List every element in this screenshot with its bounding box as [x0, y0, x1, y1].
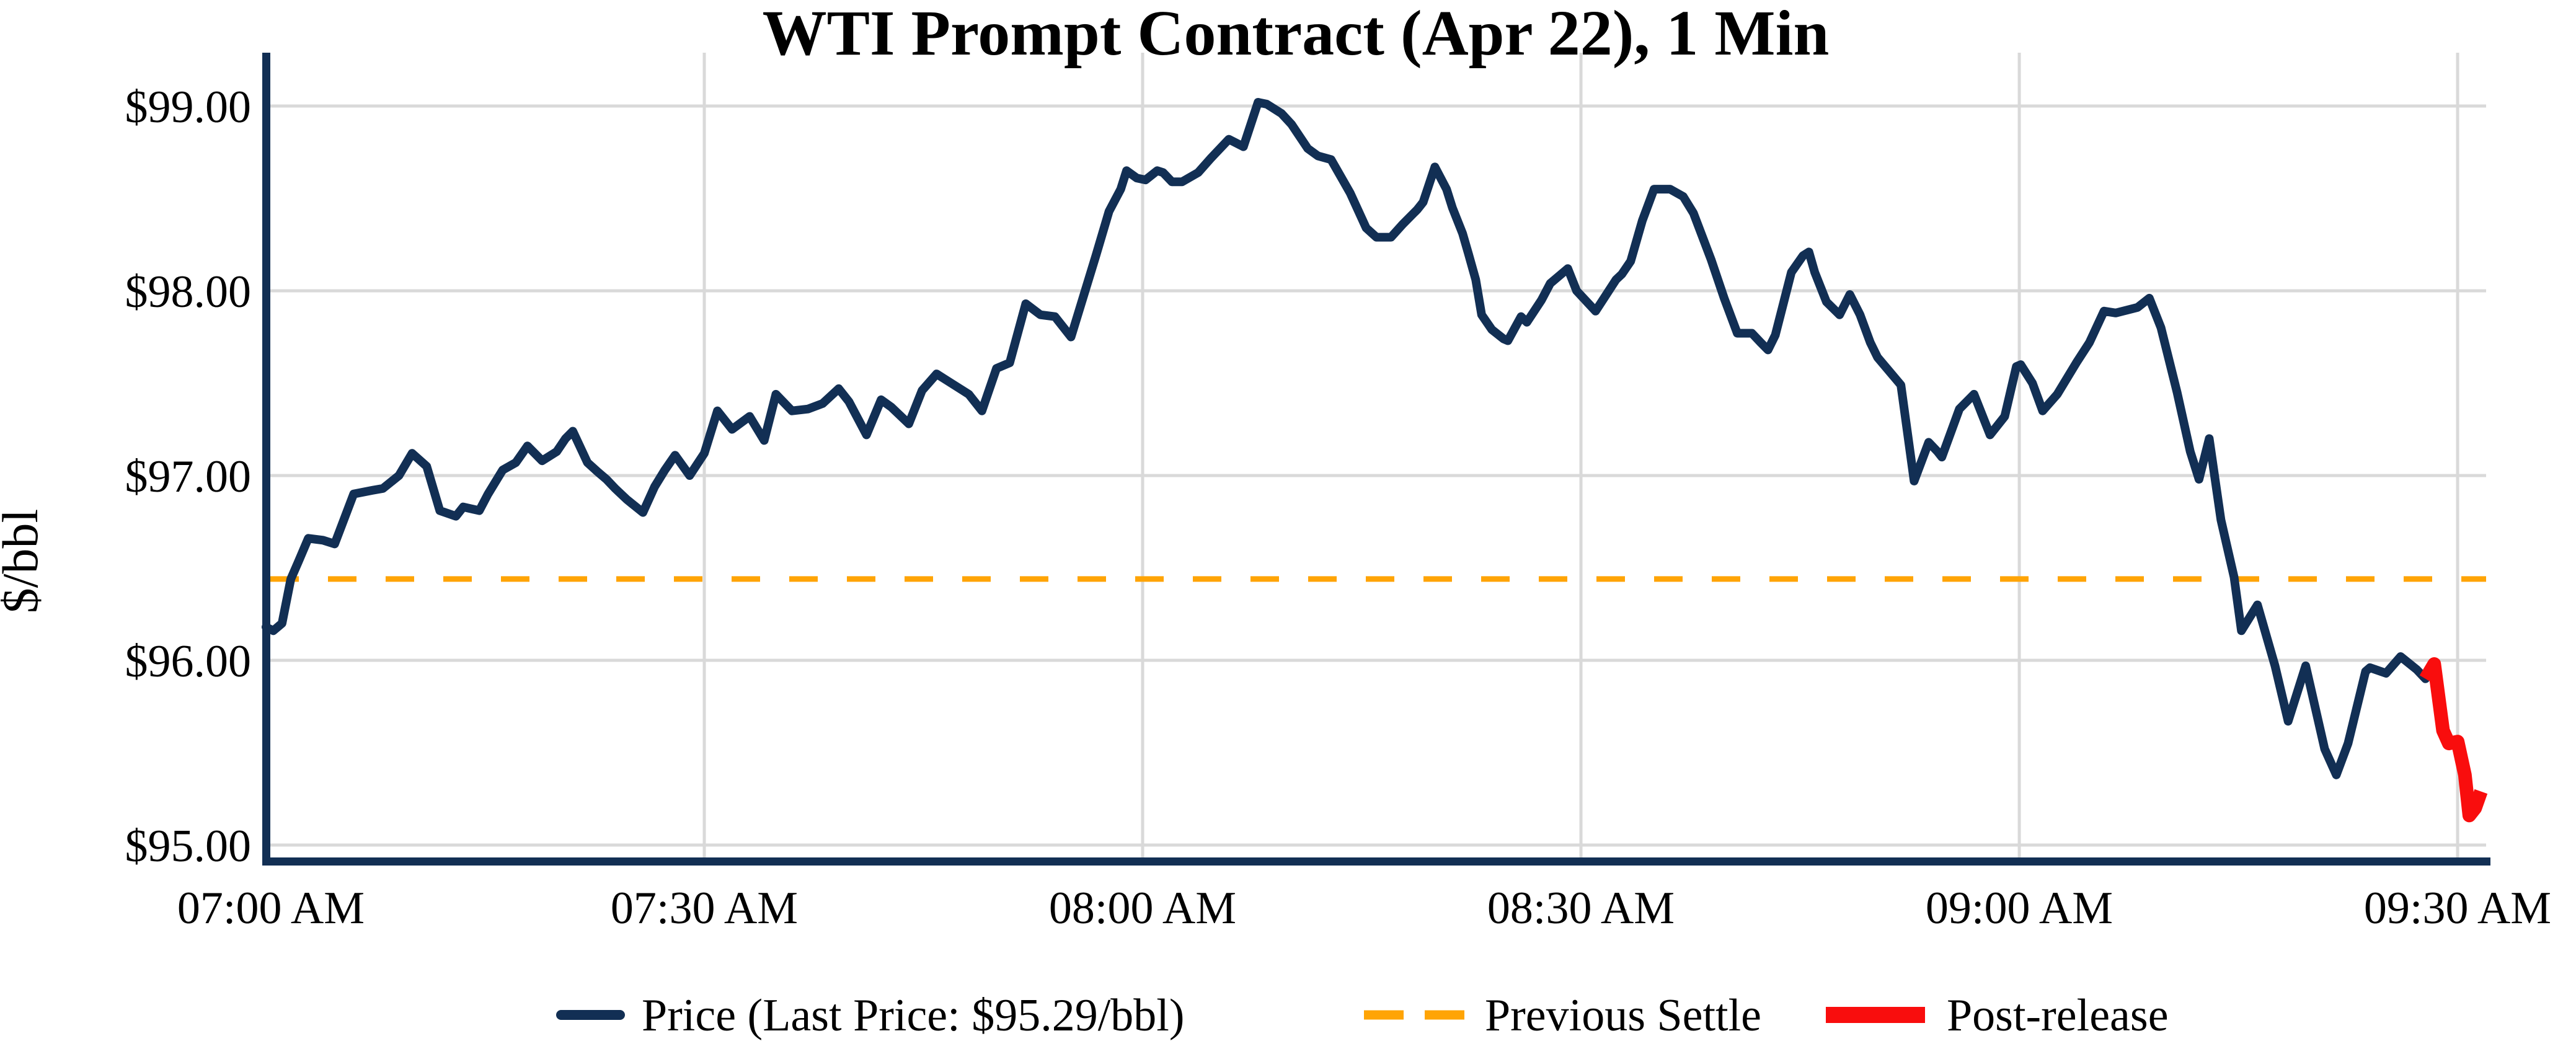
legend: Price (Last Price: $95.29/bbl) Previous …: [556, 990, 2169, 1041]
price-line: [262, 98, 2430, 779]
legend-label-post-release: Post-release: [1947, 990, 2169, 1041]
y-tick-label-99: $99.00: [125, 82, 252, 133]
x-axis-line: [262, 857, 2490, 866]
chart-title: WTI Prompt Contract (Apr 22), 1 Min: [763, 0, 1830, 69]
y-tick-label-95: $95.00: [125, 821, 252, 872]
series-layer: [262, 98, 2488, 823]
legend-label-previous-settle: Previous Settle: [1485, 990, 1761, 1041]
y-axis-line: [262, 53, 270, 866]
legend-item-post-release: Post-release: [1826, 990, 2169, 1041]
legend-label-price: Price (Last Price: $95.29/bbl): [642, 990, 1184, 1041]
x-tick-label-0930: 09:30 AM: [2364, 883, 2551, 934]
x-tick-label-0830: 08:30 AM: [1487, 883, 1675, 934]
y-axis-title: $/bbl: [0, 509, 48, 614]
x-tick-label-0900: 09:00 AM: [1926, 883, 2113, 934]
gridline-layer: [270, 53, 2486, 857]
post-release-line: [2419, 657, 2488, 823]
y-tick-label-98: $98.00: [125, 267, 252, 317]
axis-layer: [262, 53, 2490, 866]
x-tick-label-0700: 07:00 AM: [177, 883, 365, 934]
x-tick-label-0730: 07:30 AM: [611, 883, 798, 934]
y-tick-label-97: $97.00: [125, 451, 252, 502]
legend-item-previous-settle: Previous Settle: [1364, 990, 1761, 1041]
x-tick-label-0800: 08:00 AM: [1049, 883, 1236, 934]
legend-item-price: Price (Last Price: $95.29/bbl): [556, 990, 1184, 1041]
y-tick-label-96: $96.00: [125, 636, 252, 687]
